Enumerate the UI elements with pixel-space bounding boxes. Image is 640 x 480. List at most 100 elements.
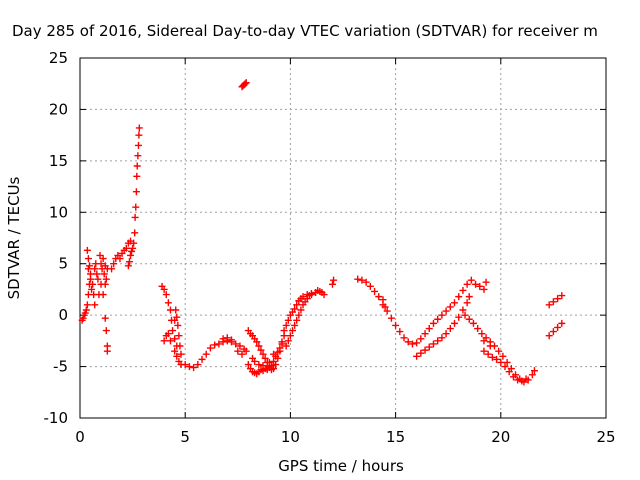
data-point bbox=[530, 367, 538, 375]
data-point bbox=[169, 327, 177, 335]
data-point bbox=[133, 172, 141, 180]
data-point bbox=[282, 321, 290, 329]
data-point bbox=[242, 79, 250, 87]
data-point bbox=[133, 162, 141, 170]
data-point bbox=[442, 307, 450, 315]
data-points bbox=[78, 79, 566, 386]
data-point bbox=[478, 330, 486, 338]
data-point bbox=[455, 293, 463, 301]
data-point bbox=[421, 346, 429, 354]
data-point bbox=[244, 361, 252, 369]
data-point bbox=[101, 314, 109, 322]
data-point bbox=[135, 131, 143, 139]
data-point bbox=[314, 286, 322, 294]
data-point bbox=[354, 275, 362, 283]
data-point bbox=[299, 293, 307, 301]
y-tick-label: 0 bbox=[58, 306, 68, 324]
data-point bbox=[554, 323, 562, 331]
data-point bbox=[99, 255, 107, 263]
y-tick-label: 20 bbox=[49, 100, 68, 118]
data-point bbox=[125, 258, 133, 266]
data-point bbox=[103, 347, 111, 355]
data-point bbox=[293, 316, 301, 324]
data-point bbox=[132, 203, 140, 211]
data-point bbox=[172, 306, 180, 314]
x-tick-label: 15 bbox=[386, 428, 405, 446]
data-point bbox=[429, 340, 437, 348]
data-point bbox=[227, 338, 235, 346]
x-tick-label: 10 bbox=[281, 428, 300, 446]
data-point bbox=[463, 299, 471, 307]
data-point bbox=[280, 327, 288, 335]
data-point bbox=[93, 270, 101, 278]
data-point bbox=[469, 319, 477, 327]
data-point bbox=[509, 373, 517, 381]
data-point bbox=[446, 303, 454, 311]
x-tick-label: 25 bbox=[596, 428, 615, 446]
y-tick-label: 5 bbox=[58, 255, 68, 273]
data-point bbox=[122, 244, 130, 252]
data-point bbox=[514, 376, 522, 384]
data-point bbox=[259, 362, 267, 370]
data-point bbox=[425, 343, 433, 351]
data-point bbox=[194, 361, 202, 369]
data-point bbox=[236, 342, 244, 350]
data-point bbox=[486, 342, 494, 350]
y-tick-label: -10 bbox=[44, 409, 69, 427]
data-point bbox=[396, 328, 404, 336]
data-point bbox=[291, 321, 299, 329]
data-point bbox=[134, 141, 142, 149]
data-point bbox=[465, 293, 473, 301]
x-tick-label: 20 bbox=[491, 428, 510, 446]
data-point bbox=[286, 332, 294, 340]
data-point bbox=[459, 306, 467, 314]
data-point bbox=[259, 350, 267, 358]
data-point bbox=[173, 313, 181, 321]
grid-lines bbox=[80, 58, 606, 418]
y-tick-label: 25 bbox=[49, 49, 68, 67]
data-point bbox=[480, 285, 488, 293]
chart-title: Day 285 of 2016, Sidereal Day-to-day VTE… bbox=[12, 22, 598, 40]
data-point bbox=[404, 338, 412, 346]
data-point bbox=[234, 347, 242, 355]
data-point bbox=[88, 285, 96, 293]
data-point bbox=[232, 340, 240, 348]
data-point bbox=[261, 354, 269, 362]
data-point bbox=[387, 314, 395, 322]
data-point bbox=[79, 314, 87, 322]
data-point bbox=[484, 350, 492, 358]
data-point bbox=[177, 350, 185, 358]
data-point bbox=[173, 352, 181, 360]
data-point bbox=[108, 265, 116, 273]
data-point bbox=[85, 262, 93, 270]
data-point bbox=[545, 332, 553, 340]
data-point bbox=[238, 350, 246, 358]
data-point bbox=[257, 346, 265, 354]
data-point bbox=[129, 244, 137, 252]
data-point bbox=[242, 347, 250, 355]
y-tick-label: 15 bbox=[49, 152, 68, 170]
data-point bbox=[480, 347, 488, 355]
data-point bbox=[91, 265, 99, 273]
data-point bbox=[251, 357, 259, 365]
data-point bbox=[97, 260, 105, 268]
data-point bbox=[497, 358, 505, 366]
data-point bbox=[297, 306, 305, 314]
data-point bbox=[461, 311, 469, 319]
data-point bbox=[417, 335, 425, 343]
y-tick-label: 10 bbox=[49, 203, 68, 221]
data-point bbox=[102, 275, 110, 283]
data-point bbox=[289, 327, 297, 335]
data-point bbox=[116, 255, 124, 263]
data-point bbox=[164, 330, 172, 338]
data-point bbox=[83, 246, 91, 254]
data-point bbox=[84, 255, 92, 263]
data-point bbox=[293, 301, 301, 309]
data-point bbox=[480, 337, 488, 345]
data-point bbox=[82, 306, 90, 314]
data-point bbox=[408, 340, 416, 348]
data-point bbox=[451, 319, 459, 327]
data-point bbox=[434, 315, 442, 323]
data-point bbox=[124, 262, 132, 270]
